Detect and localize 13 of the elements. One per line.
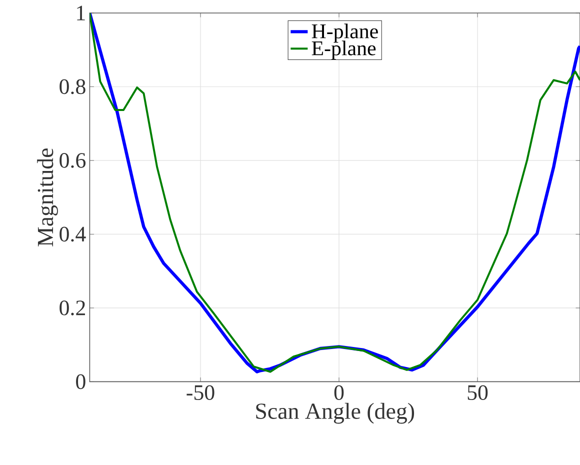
y-tick-label: 0.8 (60, 79, 86, 94)
legend-label: H-plane (312, 24, 378, 43)
y-tick-label: 0.6 (60, 153, 86, 168)
x-tick-label: 0 (334, 385, 344, 400)
y-tick-label: 1 (77, 6, 85, 20)
y-tick-label: 0.2 (60, 300, 85, 316)
y-axis-title: Magnitude (37, 148, 58, 246)
x-tick-label: 50 (468, 385, 488, 400)
y-tick-label: 0 (76, 374, 86, 390)
y-tick-label: 0.4 (60, 226, 86, 242)
legend-label: E-plane (312, 40, 376, 60)
x-tick-label: -50 (186, 385, 214, 400)
x-axis-title: Scan Angle (deg) (256, 402, 414, 424)
